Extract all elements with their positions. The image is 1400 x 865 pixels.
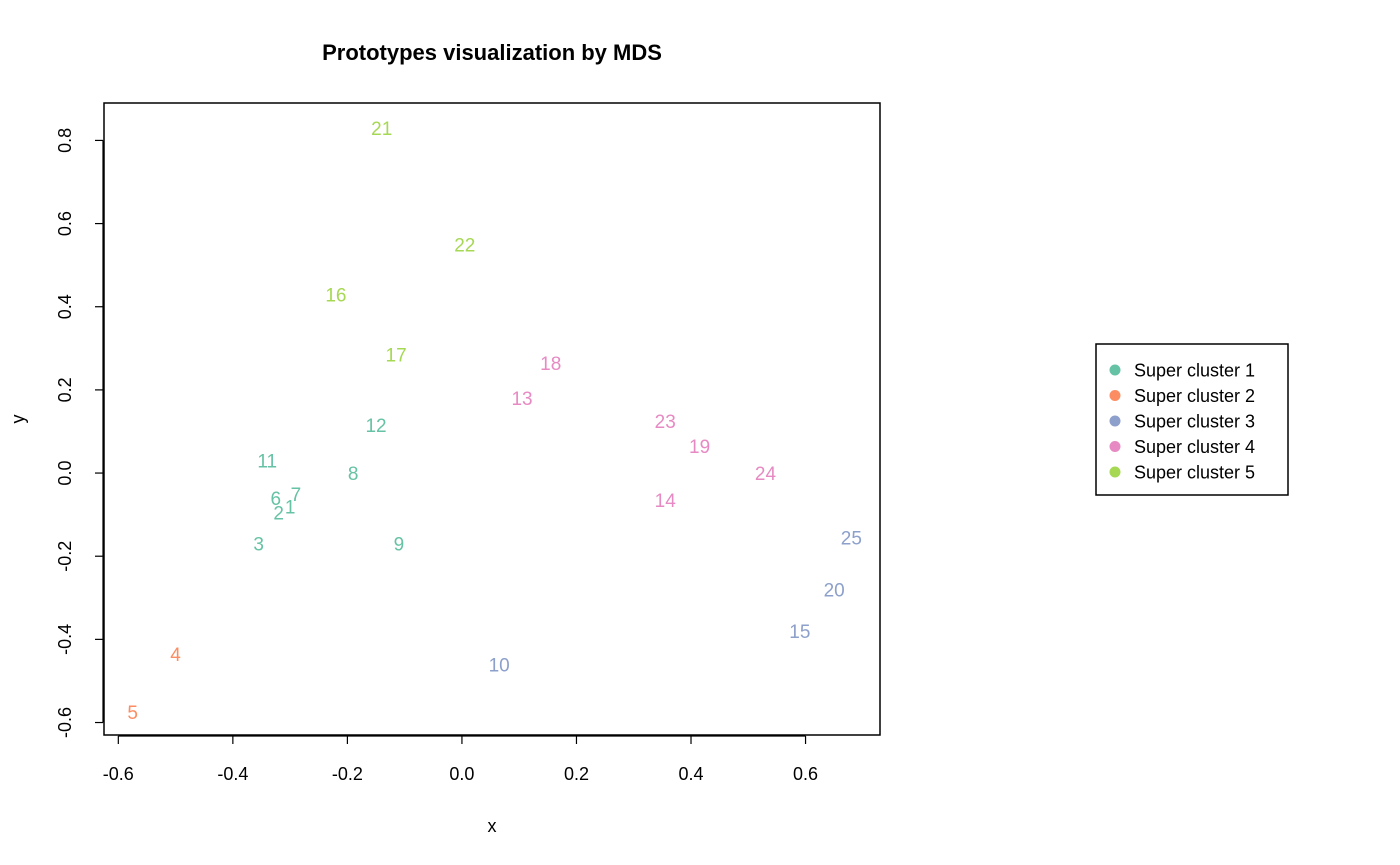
chart-title: Prototypes visualization by MDS: [322, 40, 662, 65]
point-label: 5: [127, 703, 138, 724]
point-label: 11: [257, 452, 277, 473]
point-label: 1: [285, 497, 296, 518]
y-tick-label: -0.4: [55, 624, 75, 655]
point-label: 4: [170, 645, 181, 666]
y-tick-label: 0.4: [55, 294, 75, 319]
legend-marker: [1109, 415, 1121, 427]
point-label: 15: [789, 622, 810, 643]
y-tick-label: -0.6: [55, 707, 75, 738]
point-label: 6: [271, 489, 282, 510]
legend-marker: [1109, 466, 1121, 478]
legend-entry: Super cluster 3: [1134, 412, 1255, 432]
point-label: 21: [371, 119, 392, 140]
x-tick-label: 0.2: [564, 764, 589, 784]
point-label: 16: [325, 285, 346, 306]
point-label: 8: [348, 464, 359, 485]
legend-entry: Super cluster 4: [1134, 437, 1255, 457]
y-tick-label: 0.8: [55, 128, 75, 153]
legend-entry: Super cluster 5: [1134, 463, 1255, 483]
point-label: 12: [365, 416, 386, 437]
plot-area: [103, 102, 881, 736]
point-label: 7: [291, 485, 302, 506]
x-axis: -0.6 -0.4 -0.2 0.0 0.2 0.4 0.6: [103, 735, 818, 784]
x-tick-label: -0.2: [332, 764, 363, 784]
point-label: 20: [824, 580, 845, 601]
legend-marker: [1109, 390, 1121, 401]
x-tick-label: 0.0: [449, 764, 474, 784]
point-label: 18: [540, 354, 561, 375]
point-label: 24: [755, 464, 777, 485]
point-label: 17: [386, 346, 407, 367]
y-tick-label: 0.0: [55, 461, 75, 486]
legend-marker: [1109, 364, 1121, 376]
point-label: 23: [655, 412, 676, 433]
point-label: 19: [689, 437, 710, 458]
legend-marker: [1109, 441, 1121, 452]
x-tick-label: 0.4: [678, 764, 703, 784]
legend-box: [1095, 343, 1289, 496]
point-label: 3: [253, 535, 264, 556]
legend-entry: Super cluster 2: [1134, 386, 1255, 406]
y-axis: -0.6 -0.4 -0.2 0.0 0.2 0.4 0.6 0.8: [55, 128, 104, 738]
y-tick-label: -0.2: [55, 541, 75, 572]
y-axis-label: y: [8, 415, 28, 424]
point-label: 14: [655, 491, 677, 512]
point-label: 10: [489, 655, 510, 676]
x-tick-label: -0.4: [217, 764, 248, 784]
y-tick-label: 0.2: [55, 377, 75, 402]
x-tick-label: 0.6: [793, 764, 818, 784]
point-label: 13: [511, 389, 532, 410]
x-tick-label: -0.6: [103, 764, 134, 784]
legend: Super cluster 1 Super cluster 2 Super clus…: [1095, 343, 1289, 496]
legend-entry: Super cluster 1: [1134, 361, 1255, 381]
y-tick-label: 0.6: [55, 211, 75, 236]
point-label: 2: [273, 504, 284, 525]
point-label: 25: [841, 529, 862, 550]
x-axis-label: x: [488, 816, 497, 836]
point-label: 22: [454, 235, 475, 256]
point-label: 9: [394, 535, 405, 556]
